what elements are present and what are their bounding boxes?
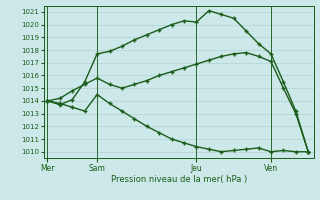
X-axis label: Pression niveau de la mer( hPa ): Pression niveau de la mer( hPa ) xyxy=(111,175,247,184)
